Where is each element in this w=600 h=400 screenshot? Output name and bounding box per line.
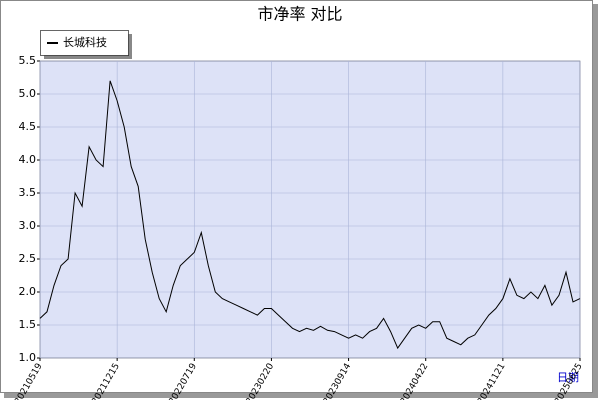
plot-area [39,60,581,359]
legend [40,30,129,56]
y-tick-label: 5.5 [19,54,37,67]
chart-title: 市净率 对比 [257,5,342,24]
y-tick-label: 3.5 [19,186,37,199]
y-tick-label: 3.0 [19,219,37,232]
line-series [39,80,581,350]
x-axis-label: 日期 [557,371,579,384]
legend-label: 长城科技 [63,35,107,49]
y-tick-label: 4.0 [19,153,37,166]
y-tick-label: 2.5 [19,252,37,265]
y-tick-label: 4.5 [19,120,37,133]
y-tick-label: 1.0 [19,351,37,364]
y-tick-label: 5.0 [19,87,37,100]
y-tick-label: 2.0 [19,285,37,298]
y-tick-label: 1.5 [19,318,37,331]
